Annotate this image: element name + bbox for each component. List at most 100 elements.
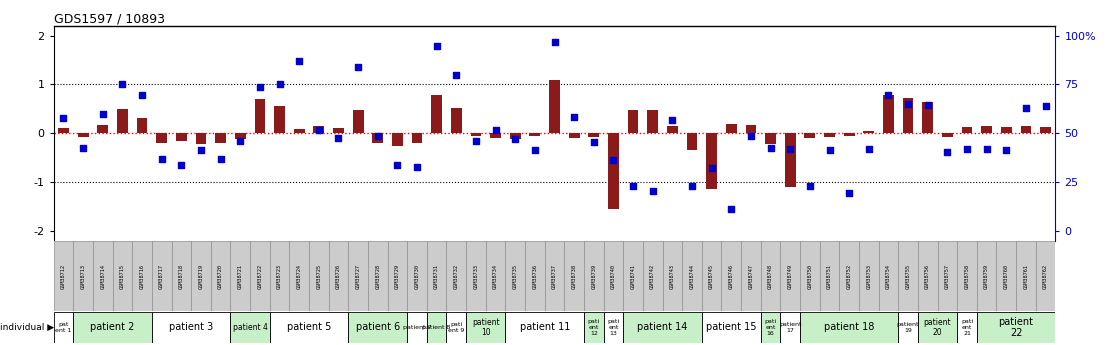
- Bar: [824, 133, 835, 137]
- Point: [330, 136, 348, 141]
- Point: [899, 101, 917, 107]
- Bar: [883, 95, 893, 133]
- Text: GSM38755: GSM38755: [906, 264, 910, 288]
- Point: [55, 115, 73, 120]
- Text: patient 14: patient 14: [637, 322, 688, 332]
- FancyBboxPatch shape: [760, 241, 780, 310]
- FancyBboxPatch shape: [918, 241, 938, 310]
- Text: GSM38720: GSM38720: [218, 264, 224, 288]
- FancyBboxPatch shape: [859, 241, 879, 310]
- Text: GSM38734: GSM38734: [493, 264, 499, 288]
- FancyBboxPatch shape: [819, 241, 840, 310]
- FancyBboxPatch shape: [171, 241, 191, 310]
- FancyBboxPatch shape: [918, 312, 957, 343]
- Text: GDS1597 / 10893: GDS1597 / 10893: [54, 13, 164, 26]
- FancyBboxPatch shape: [446, 241, 466, 310]
- Point: [133, 92, 151, 98]
- FancyBboxPatch shape: [250, 241, 269, 310]
- Bar: [392, 133, 402, 146]
- Text: GSM38757: GSM38757: [945, 264, 950, 288]
- Point: [919, 102, 937, 108]
- Text: GSM38713: GSM38713: [80, 264, 86, 288]
- Text: GSM38732: GSM38732: [454, 264, 458, 288]
- Text: GSM38744: GSM38744: [690, 264, 694, 288]
- FancyBboxPatch shape: [269, 241, 290, 310]
- FancyBboxPatch shape: [349, 241, 368, 310]
- FancyBboxPatch shape: [407, 312, 427, 343]
- Bar: [785, 133, 796, 187]
- FancyBboxPatch shape: [466, 241, 486, 310]
- Text: GSM38730: GSM38730: [415, 264, 419, 288]
- Bar: [176, 133, 187, 141]
- Text: GSM38721: GSM38721: [238, 264, 243, 288]
- Text: patient 11: patient 11: [520, 322, 570, 332]
- Text: patient 5: patient 5: [287, 322, 331, 332]
- FancyBboxPatch shape: [663, 241, 682, 310]
- Text: GSM38714: GSM38714: [101, 264, 105, 288]
- Point: [172, 162, 190, 168]
- Bar: [216, 133, 226, 143]
- Point: [291, 58, 309, 64]
- Text: GSM38731: GSM38731: [434, 264, 439, 288]
- Bar: [805, 133, 815, 138]
- Text: patient
22: patient 22: [998, 316, 1034, 338]
- Text: GSM38719: GSM38719: [199, 264, 203, 288]
- Bar: [686, 133, 698, 150]
- FancyBboxPatch shape: [486, 241, 505, 310]
- Point: [1017, 105, 1035, 111]
- FancyBboxPatch shape: [780, 312, 800, 343]
- Point: [349, 65, 367, 70]
- FancyBboxPatch shape: [152, 312, 230, 343]
- Text: pati
ent 9: pati ent 9: [448, 322, 464, 333]
- Point: [74, 145, 92, 151]
- Point: [978, 146, 996, 152]
- Text: GSM38747: GSM38747: [748, 264, 754, 288]
- Bar: [333, 128, 344, 133]
- FancyBboxPatch shape: [565, 241, 584, 310]
- Point: [860, 146, 878, 152]
- FancyBboxPatch shape: [132, 241, 152, 310]
- Text: patient
10: patient 10: [472, 318, 500, 337]
- FancyBboxPatch shape: [309, 241, 329, 310]
- Point: [153, 156, 171, 161]
- FancyBboxPatch shape: [1016, 241, 1035, 310]
- Bar: [746, 125, 757, 133]
- Bar: [313, 127, 324, 133]
- Point: [997, 148, 1015, 153]
- Bar: [1040, 127, 1051, 133]
- Bar: [844, 133, 854, 136]
- Bar: [1001, 127, 1012, 133]
- Text: individual ▶: individual ▶: [0, 323, 54, 332]
- Text: patient 3: patient 3: [169, 322, 214, 332]
- Text: GSM38715: GSM38715: [120, 264, 125, 288]
- FancyBboxPatch shape: [368, 241, 388, 310]
- Point: [821, 148, 838, 153]
- Text: GSM38743: GSM38743: [670, 264, 675, 288]
- Text: GSM38728: GSM38728: [376, 264, 380, 288]
- FancyBboxPatch shape: [604, 241, 623, 310]
- FancyBboxPatch shape: [349, 312, 407, 343]
- Bar: [372, 133, 383, 143]
- Text: GSM38741: GSM38741: [631, 264, 636, 288]
- Text: pati
ent
13: pati ent 13: [607, 319, 619, 336]
- Bar: [255, 99, 265, 133]
- Point: [683, 183, 701, 189]
- Bar: [490, 133, 501, 138]
- Bar: [726, 124, 737, 133]
- Bar: [78, 133, 88, 137]
- FancyBboxPatch shape: [544, 241, 565, 310]
- Point: [94, 111, 112, 117]
- Text: GSM38739: GSM38739: [591, 264, 596, 288]
- Text: GSM38737: GSM38737: [552, 264, 557, 288]
- Text: patient 6: patient 6: [356, 322, 400, 332]
- Text: pati
ent
21: pati ent 21: [961, 319, 973, 336]
- FancyBboxPatch shape: [977, 312, 1055, 343]
- Bar: [627, 110, 638, 133]
- Bar: [451, 108, 462, 133]
- Text: GSM38754: GSM38754: [885, 264, 891, 288]
- FancyBboxPatch shape: [977, 241, 996, 310]
- Point: [369, 133, 387, 138]
- Point: [310, 128, 328, 133]
- Bar: [274, 107, 285, 133]
- Point: [880, 92, 898, 98]
